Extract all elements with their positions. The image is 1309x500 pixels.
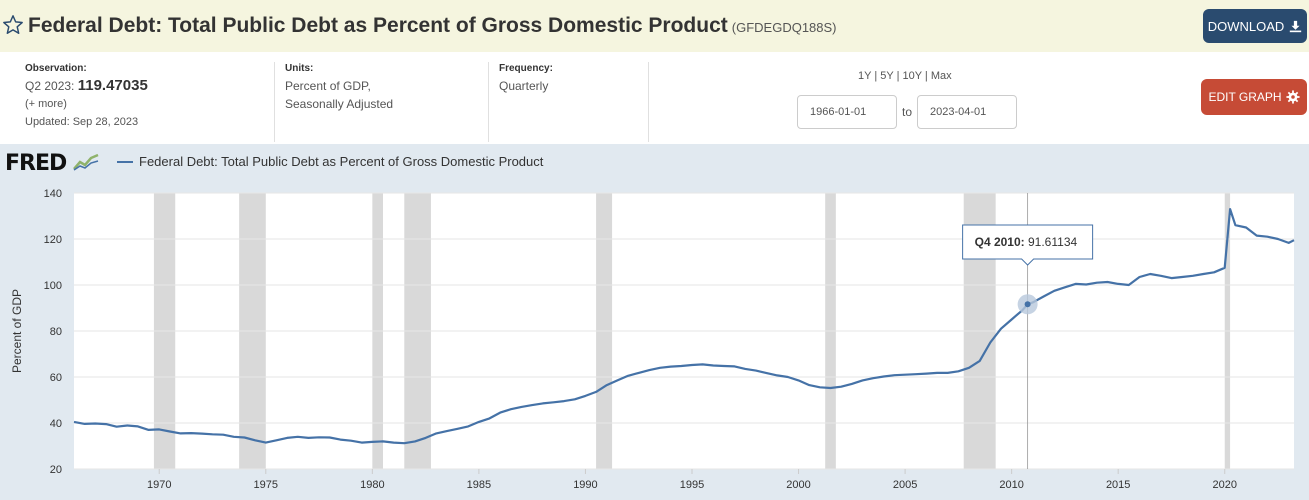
y-tick-label: 40 xyxy=(50,418,62,430)
download-label: DOWNLOAD xyxy=(1207,18,1285,34)
fred-logo[interactable]: FRED xyxy=(5,151,99,176)
tooltip-label: Q4 2010: xyxy=(975,235,1025,249)
observation-label: Observation: xyxy=(25,63,87,74)
x-tick-label: 2015 xyxy=(1106,479,1130,491)
start-date-input[interactable]: 1966-01-01 xyxy=(797,95,897,129)
y-axis-ticks: 20 40 60 80 100 120 140 xyxy=(44,188,62,476)
series-line[interactable] xyxy=(73,208,1295,445)
observation-period: Q2 2023: xyxy=(25,79,75,93)
fred-logo-graph-icon xyxy=(72,153,99,171)
frequency-value: Quarterly xyxy=(499,79,549,93)
y-tick-label: 140 xyxy=(44,188,62,200)
x-tick-label: 1995 xyxy=(680,479,704,491)
y-axis-label: Percent of GDP xyxy=(10,289,24,373)
x-tick-label: 2010 xyxy=(999,479,1023,491)
series-id: (GFDEGDQ188S) xyxy=(731,20,837,35)
x-tick-label: 1990 xyxy=(573,479,597,491)
range-max[interactable]: Max xyxy=(930,70,952,82)
y-tick-label: 100 xyxy=(44,280,62,292)
series-title: Federal Debt: Total Public Debt as Perce… xyxy=(28,14,728,37)
gear-icon xyxy=(1286,90,1300,104)
fred-logo-text: FRED xyxy=(5,151,67,176)
x-axis-ticks: 1970 1975 1980 1985 1990 1995 2000 2005 2010 2015… xyxy=(147,469,1237,491)
y-tick-label: 80 xyxy=(50,326,62,338)
units-block: Units: Percent of GDP, Seasonally Adjust… xyxy=(285,63,393,113)
x-tick-label: 1980 xyxy=(360,479,384,491)
download-icon xyxy=(1290,20,1302,32)
star-icon[interactable] xyxy=(2,14,24,36)
x-tick-label: 1970 xyxy=(147,479,171,491)
observation-block: Observation: Q2 2023: 119.47035 (+ more)… xyxy=(25,63,148,131)
series-meta: Observation: Q2 2023: 119.47035 (+ more)… xyxy=(0,52,1309,144)
title-bar: Federal Debt: Total Public Debt as Perce… xyxy=(0,0,1309,52)
range-10y[interactable]: 10Y xyxy=(902,70,922,82)
x-tick-label: 2000 xyxy=(786,479,810,491)
units-label: Units: xyxy=(285,63,314,74)
divider xyxy=(488,62,489,142)
range-5y[interactable]: 5Y xyxy=(880,70,894,82)
more-link[interactable]: (+ more) xyxy=(25,98,67,110)
divider xyxy=(274,62,275,142)
x-tick-label: 1985 xyxy=(467,479,491,491)
updated-date: Updated: Sep 28, 2023 xyxy=(25,116,139,128)
end-date-input[interactable]: 2023-04-01 xyxy=(917,95,1017,129)
edit-graph-button[interactable]: EDIT GRAPH xyxy=(1201,79,1307,115)
hover-point[interactable] xyxy=(1024,301,1031,308)
x-tick-label: 1975 xyxy=(254,479,278,491)
range-selector: 1Y | 5Y | 10Y | Max xyxy=(858,70,952,82)
observation-value: 119.47035 xyxy=(77,77,148,94)
x-tick-label: 2005 xyxy=(893,479,917,491)
divider xyxy=(648,62,649,142)
tooltip: Q4 2010: 91.61134 xyxy=(962,193,1094,469)
to-label: to xyxy=(902,105,913,119)
frequency-block: Frequency: Quarterly xyxy=(499,63,553,95)
chart-legend[interactable]: Federal Debt: Total Public Debt as Perce… xyxy=(117,154,543,169)
edit-graph-label: EDIT GRAPH xyxy=(1208,90,1282,104)
download-button[interactable]: DOWNLOAD xyxy=(1203,9,1307,43)
tooltip-box xyxy=(962,224,1094,266)
tooltip-value: 91.61134 xyxy=(1028,235,1077,249)
range-1y[interactable]: 1Y xyxy=(858,70,872,82)
y-tick-label: 20 xyxy=(50,464,62,476)
y-tick-label: 60 xyxy=(50,372,62,384)
legend-label: Federal Debt: Total Public Debt as Perce… xyxy=(139,154,544,169)
units-line2: Seasonally Adjusted xyxy=(285,97,394,111)
page-title: Federal Debt: Total Public Debt as Perce… xyxy=(28,14,837,38)
x-tick-label: 2020 xyxy=(1213,479,1237,491)
legend-line-marker xyxy=(117,160,133,163)
frequency-label: Frequency: xyxy=(499,63,553,74)
units-line1: Percent of GDP, xyxy=(285,79,371,93)
tooltip-text: Q4 2010: 91.61134 xyxy=(975,235,1078,249)
y-tick-label: 120 xyxy=(44,234,62,246)
